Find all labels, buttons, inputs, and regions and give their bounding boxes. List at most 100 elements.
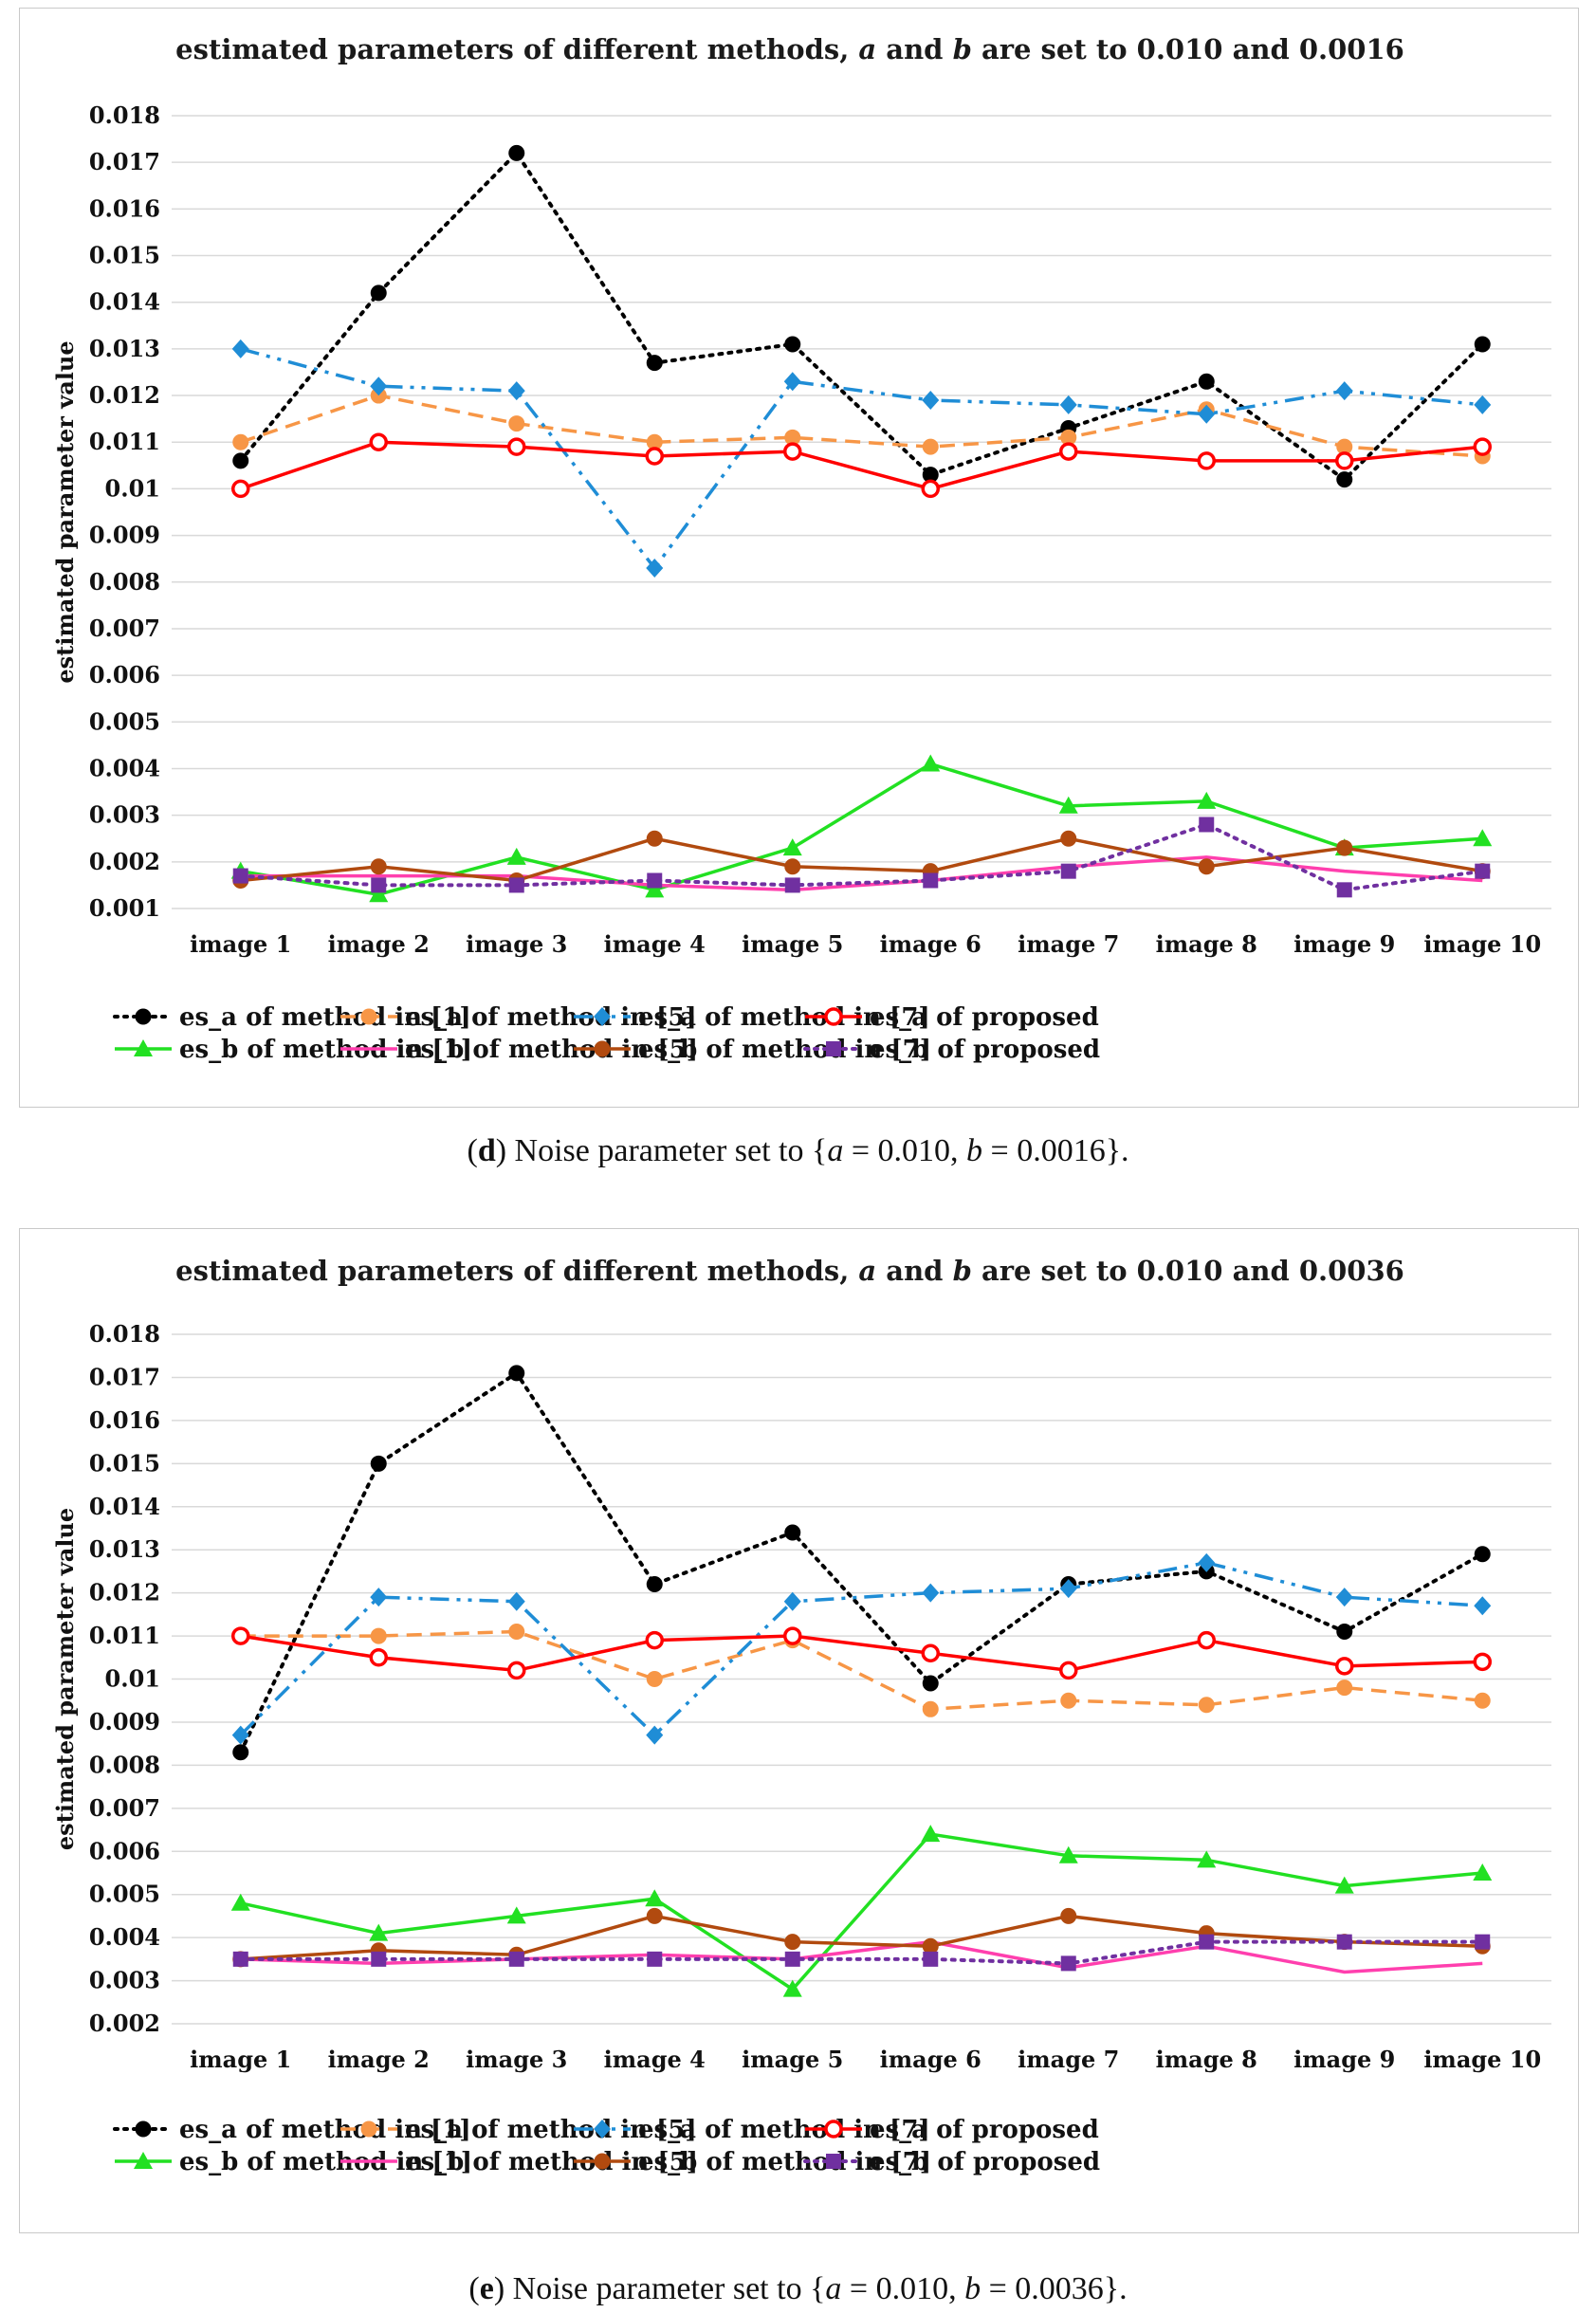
x-tick-label: image 9 [1293, 930, 1395, 958]
data-point [922, 390, 940, 410]
y-tick-label: 0.014 [89, 288, 160, 316]
legend-marker [594, 1040, 611, 1057]
data-point [784, 1951, 800, 1967]
data-point [783, 372, 801, 392]
data-point [922, 438, 939, 455]
data-point [922, 1675, 939, 1692]
data-point [1336, 882, 1352, 898]
data-point [1060, 830, 1077, 847]
data-point [646, 1725, 664, 1745]
x-tick-label: image 4 [604, 930, 706, 958]
x-tick-label: image 8 [1156, 2046, 1257, 2073]
series-es-a-of-method-in-5 [232, 1624, 1491, 1717]
data-point [231, 1626, 250, 1645]
caption-e-text: ) Noise parameter set to { [493, 2271, 826, 2306]
data-point [923, 1951, 939, 1967]
y-tick-label: 0.011 [89, 1622, 160, 1649]
data-point [508, 415, 525, 432]
data-point [1334, 1876, 1354, 1894]
series-es-a-of-method-in-5 [232, 387, 1491, 465]
data-point [645, 447, 664, 466]
data-point [508, 1365, 525, 1382]
data-point [1335, 1657, 1354, 1676]
y-tick-label: 0.018 [89, 101, 160, 129]
y-tick-label: 0.009 [89, 1708, 160, 1735]
data-point [784, 858, 801, 875]
series-line [239, 1561, 1483, 1738]
x-tick-label: image 7 [1018, 2046, 1119, 2073]
data-point [1058, 796, 1078, 814]
legend-label: es_b of method in [1] [179, 1036, 472, 1064]
caption-e-val-a: = 0.010, [841, 2271, 965, 2306]
legend-item-es-a-of-method-in-1: es_a of method in [1] [113, 2116, 471, 2144]
y-tick-label: 0.01 [105, 1665, 160, 1693]
legend-label: es_a of method in [7] [638, 1003, 930, 1032]
legend-marker [134, 1039, 153, 1056]
y-tick-label: 0.018 [89, 1320, 160, 1348]
data-point [1473, 1863, 1493, 1881]
data-point [921, 1643, 940, 1662]
data-point [231, 339, 249, 358]
legend-label: es_a of proposed [870, 2116, 1099, 2144]
legend-item-es-a-of-method-in-1: es_a of method in [1] [113, 1003, 471, 1032]
series-es-a-of-proposed [231, 1626, 1492, 1680]
caption-e-val-b: = 0.0036}. [981, 2271, 1128, 2306]
series-es-b-of-method-in-5 [240, 1939, 1483, 1974]
x-tick-label: image 5 [742, 2046, 843, 2073]
series-line [238, 822, 1485, 892]
legend-marker [824, 1007, 843, 1026]
chart-title-part: b [953, 1255, 972, 1287]
caption-d-var-b: b [966, 1133, 983, 1168]
caption-e-var-a: a [825, 2271, 842, 2306]
caption-d-letter: d [477, 1133, 496, 1168]
data-point [782, 838, 802, 856]
series-es-b-of-method-in-1 [230, 1825, 1493, 1997]
data-point [646, 1576, 663, 1593]
legend-item-es-b-of-method-in-7: es_b of method in [7] [574, 1036, 931, 1064]
data-point [1060, 1955, 1076, 1972]
legend-item-es-b-of-proposed: es_b of proposed [803, 2148, 1100, 2176]
data-point [922, 1937, 939, 1955]
data-point [1060, 1692, 1077, 1709]
x-tick-label: image 2 [328, 2046, 430, 2073]
x-tick-label: image 10 [1423, 930, 1541, 958]
data-point [1060, 1907, 1077, 1924]
y-tick-label: 0.004 [89, 754, 160, 781]
data-point [1475, 1934, 1491, 1950]
series-line [238, 150, 1485, 483]
y-tick-label: 0.009 [89, 522, 160, 549]
data-point [1198, 1697, 1215, 1714]
y-tick-label: 0.008 [89, 568, 160, 596]
legend-item-es-a-of-method-in-7: es_a of method in [7] [574, 1003, 930, 1032]
legend-item-es-a-of-proposed: es_a of proposed [805, 1003, 1099, 1032]
y-tick-label: 0.004 [89, 1923, 160, 1951]
chart-panel-e: estimated parameters of different method… [19, 1228, 1579, 2233]
data-point [646, 830, 663, 847]
legend-item-es-b-of-method-in-1: es_b of method in [1] [115, 2148, 472, 2176]
legend-marker [594, 2120, 611, 2139]
data-point [1336, 1934, 1352, 1950]
data-point [232, 1951, 248, 1967]
y-tick-label: 0.012 [89, 1579, 160, 1606]
chart-title-part: are set to 0.010 and 0.0036 [972, 1255, 1404, 1287]
chart-title-part: estimated parameters of different method… [175, 33, 858, 65]
data-point [1474, 395, 1492, 414]
chart-title-part: estimated parameters of different method… [175, 1255, 858, 1287]
series-es-a-of-method-in-7 [231, 1552, 1492, 1745]
chart-e: estimated parameters of different method… [51, 1255, 1551, 2176]
data-point [921, 754, 941, 772]
data-point [1335, 381, 1353, 401]
data-point [1198, 858, 1215, 875]
data-point [783, 442, 802, 461]
data-point [1474, 336, 1491, 353]
legend-marker [826, 1041, 841, 1056]
chart-title-part: b [953, 33, 972, 65]
legend-item-es-b-of-method-in-1: es_b of method in [1] [115, 1036, 472, 1064]
series-es-a-of-proposed [231, 432, 1492, 499]
data-point [1336, 1680, 1353, 1697]
series-line [240, 1914, 1483, 1961]
data-point [507, 381, 525, 401]
x-tick-label: image 5 [742, 930, 843, 958]
data-point [783, 1591, 801, 1611]
x-tick-label: image 6 [880, 2046, 981, 2073]
